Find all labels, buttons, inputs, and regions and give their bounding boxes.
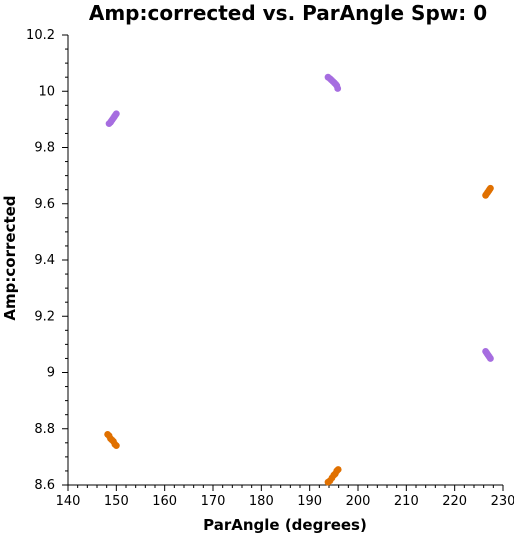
- x-axis-label: ParAngle (degrees): [203, 516, 367, 534]
- data-point-series-1: [112, 110, 120, 118]
- x-tick-label: 220: [442, 494, 467, 509]
- y-tick-label: 10: [38, 84, 55, 99]
- chart-title: Amp:corrected vs. ParAngle Spw: 0: [89, 1, 487, 25]
- x-tick-label: 140: [56, 494, 81, 509]
- x-tick-label: 160: [152, 494, 177, 509]
- axes: 140 150 160 170 180 190 200 210 220 230 8.6 8.8 9 9.2…: [26, 28, 514, 509]
- y-axis-label: Amp:corrected: [1, 195, 19, 320]
- y-tick-label: 9: [47, 366, 55, 381]
- x-tick-label: 170: [201, 494, 226, 509]
- data-point-series-2: [112, 442, 120, 450]
- x-tick-label: 150: [104, 494, 129, 509]
- x-tick-label: 200: [346, 494, 371, 509]
- y-tick-label: 9.4: [34, 253, 55, 268]
- x-tick-label: 180: [249, 494, 274, 509]
- data-points: [104, 73, 494, 486]
- data-point-series-1: [334, 85, 342, 92]
- y-tick-label: 8.6: [34, 478, 55, 493]
- x-tick-label: 230: [491, 494, 514, 509]
- y-tick-label: 8.8: [34, 422, 55, 437]
- data-point-series-2: [334, 466, 342, 473]
- x-tick-label: 190: [297, 494, 322, 509]
- y-tick-label: 9.6: [34, 197, 55, 212]
- data-point-series-1: [487, 355, 494, 362]
- y-tick-label: 10.2: [26, 28, 55, 43]
- y-tick-label: 9.2: [34, 309, 55, 324]
- x-tick-label: 210: [394, 494, 419, 509]
- y-tick-label: 9.8: [34, 141, 55, 156]
- data-point-series-2: [487, 184, 494, 192]
